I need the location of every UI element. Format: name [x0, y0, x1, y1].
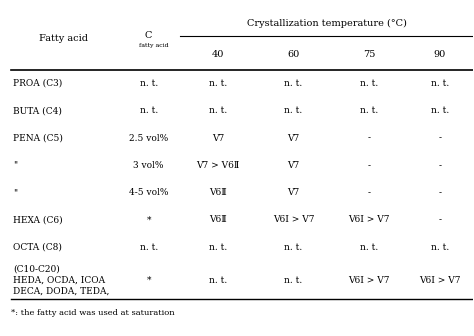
Text: -: -	[438, 215, 441, 224]
Text: 2.5 vol%: 2.5 vol%	[129, 133, 168, 142]
Text: n. t.: n. t.	[209, 276, 227, 285]
Text: V7: V7	[287, 188, 300, 197]
Text: n. t.: n. t.	[430, 79, 449, 88]
Text: BUTA (C4): BUTA (C4)	[13, 106, 62, 115]
Text: V7: V7	[212, 133, 224, 142]
Text: -: -	[438, 161, 441, 170]
Text: *: the fatty acid was used at saturation: *: the fatty acid was used at saturation	[11, 309, 174, 317]
Text: C: C	[145, 31, 152, 40]
Text: n. t.: n. t.	[139, 243, 158, 252]
Text: fatty acid: fatty acid	[138, 43, 168, 48]
Text: V6Ⅰ > V7: V6Ⅰ > V7	[419, 276, 460, 285]
Text: HEXA (C6): HEXA (C6)	[13, 215, 63, 224]
Text: V7: V7	[287, 161, 300, 170]
Text: DECA, DODA, TEDA,: DECA, DODA, TEDA,	[13, 287, 109, 296]
Text: V7: V7	[287, 133, 300, 142]
Text: n. t.: n. t.	[139, 79, 158, 88]
Text: OCTA (C8): OCTA (C8)	[13, 243, 62, 252]
Text: 4-5 vol%: 4-5 vol%	[129, 188, 168, 197]
Text: n. t.: n. t.	[430, 106, 449, 115]
Text: -: -	[438, 188, 441, 197]
Text: n. t.: n. t.	[284, 79, 303, 88]
Text: n. t.: n. t.	[284, 106, 303, 115]
Text: V6Ⅱ: V6Ⅱ	[210, 188, 227, 197]
Text: n. t.: n. t.	[139, 106, 158, 115]
Text: n. t.: n. t.	[360, 79, 378, 88]
Text: 3 vol%: 3 vol%	[133, 161, 164, 170]
Text: *: *	[146, 215, 151, 224]
Text: n. t.: n. t.	[430, 243, 449, 252]
Text: -: -	[438, 133, 441, 142]
Text: (C10-C20): (C10-C20)	[13, 265, 60, 274]
Text: Fatty acid: Fatty acid	[39, 34, 88, 43]
Text: n. t.: n. t.	[209, 79, 227, 88]
Text: n. t.: n. t.	[209, 243, 227, 252]
Text: V6Ⅰ > V7: V6Ⅰ > V7	[273, 215, 314, 224]
Text: V7 > V6Ⅱ: V7 > V6Ⅱ	[197, 161, 240, 170]
Text: -: -	[367, 188, 371, 197]
Text: PENA (C5): PENA (C5)	[13, 133, 63, 142]
Text: V6Ⅱ: V6Ⅱ	[210, 215, 227, 224]
Text: *: *	[146, 276, 151, 285]
Text: ": "	[13, 161, 17, 170]
Text: n. t.: n. t.	[360, 243, 378, 252]
Text: n. t.: n. t.	[284, 276, 303, 285]
Text: V6Ⅰ > V7: V6Ⅰ > V7	[348, 215, 390, 224]
Text: 60: 60	[287, 50, 300, 59]
Text: n. t.: n. t.	[360, 106, 378, 115]
Text: Crystallization temperature (°C): Crystallization temperature (°C)	[246, 18, 407, 28]
Text: PROA (C3): PROA (C3)	[13, 79, 63, 88]
Text: 40: 40	[212, 50, 224, 59]
Text: n. t.: n. t.	[284, 243, 303, 252]
Text: 90: 90	[434, 50, 446, 59]
Text: n. t.: n. t.	[209, 106, 227, 115]
Text: V6Ⅰ > V7: V6Ⅰ > V7	[348, 276, 390, 285]
Text: ": "	[13, 188, 17, 197]
Text: -: -	[367, 161, 371, 170]
Text: -: -	[367, 133, 371, 142]
Text: 75: 75	[363, 50, 375, 59]
Text: HEDA, OCDA, ICOA: HEDA, OCDA, ICOA	[13, 276, 105, 285]
